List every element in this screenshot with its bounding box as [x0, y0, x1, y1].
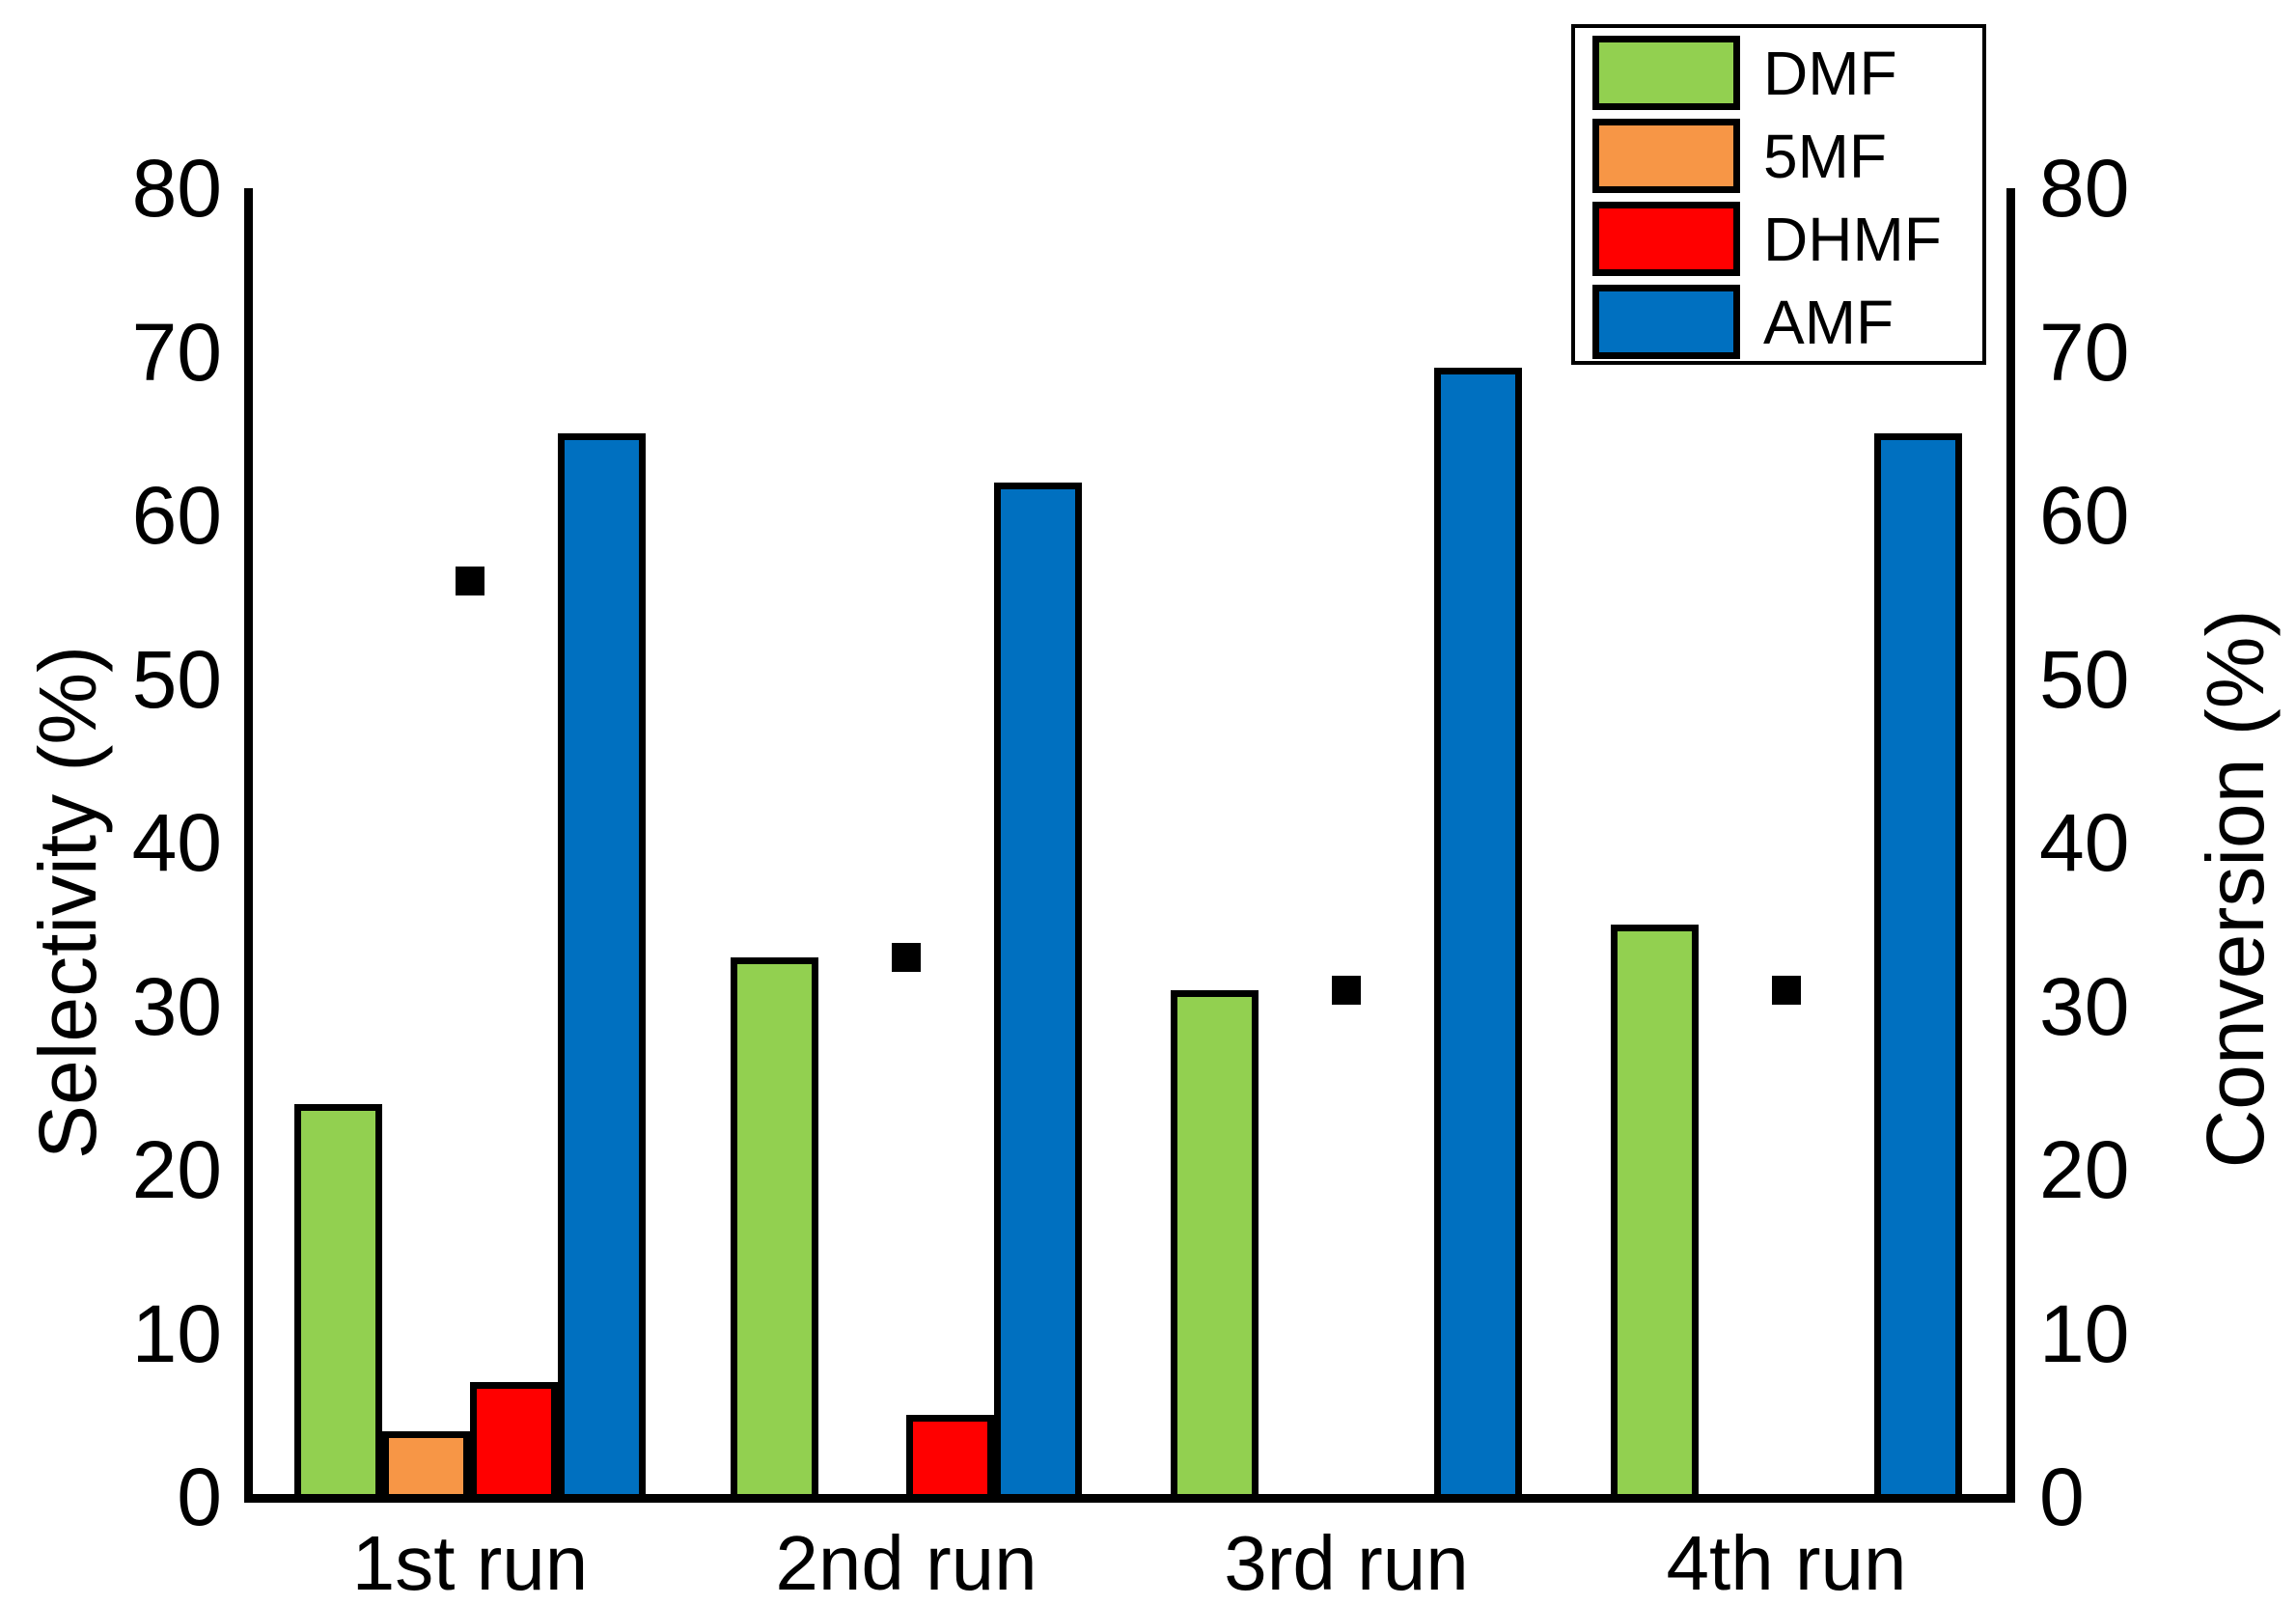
y-tick-left-40: 40: [131, 797, 222, 888]
y-tick-left-0: 0: [177, 1452, 222, 1542]
y-tick-right-70: 70: [2039, 306, 2130, 398]
legend-label-amf: AMF: [1763, 287, 1895, 357]
legend-item-dhmf: DHMF: [1592, 202, 1982, 276]
legend-label-5mf: 5MF: [1763, 121, 1887, 191]
bar-dmf-3rd-run: [1171, 989, 1259, 1501]
legend-item-amf: AMF: [1592, 285, 1982, 359]
x-tick-1st-run: 1st run: [351, 1520, 589, 1605]
legend-swatch-5mf: [1592, 119, 1740, 193]
y-tick-right-50: 50: [2039, 633, 2130, 725]
conversion-marker-3rd-run: [1332, 975, 1361, 1005]
y-axis-title-right: Conversion (%): [2190, 609, 2281, 1169]
legend: DMF 5MF DHMF AMF: [1571, 24, 1986, 365]
conversion-marker-4th-run: [1772, 975, 1801, 1005]
legend-swatch-dhmf: [1592, 202, 1740, 276]
legend-item-5mf: 5MF: [1592, 119, 1982, 193]
bar-dmf-1st-run: [294, 1104, 382, 1501]
y-tick-left-30: 30: [131, 960, 222, 1052]
y-tick-left-70: 70: [131, 306, 222, 398]
y-tick-right-80: 80: [2039, 143, 2130, 234]
y-tick-right-10: 10: [2039, 1287, 2130, 1379]
bar-dhmf-2nd-run: [906, 1415, 994, 1501]
y-tick-right-20: 20: [2039, 1124, 2130, 1215]
y-tick-left-20: 20: [131, 1124, 222, 1215]
bar-dhmf-1st-run: [470, 1382, 558, 1501]
y-tick-left-60: 60: [131, 470, 222, 561]
y-tick-left-10: 10: [131, 1287, 222, 1379]
legend-swatch-dmf: [1592, 36, 1740, 110]
y-tick-left-80: 80: [131, 143, 222, 234]
bar-amf-1st-run: [558, 433, 646, 1501]
bar-5mf-1st-run: [382, 1431, 470, 1501]
bar-dmf-2nd-run: [731, 956, 818, 1501]
y-tick-right-30: 30: [2039, 960, 2130, 1052]
bar-amf-2nd-run: [994, 483, 1082, 1501]
legend-item-dmf: DMF: [1592, 36, 1982, 110]
conversion-marker-1st-run: [456, 566, 484, 595]
conversion-marker-2nd-run: [892, 942, 921, 972]
bar-amf-4th-run: [1874, 433, 1962, 1501]
x-axis-line: [244, 1494, 2015, 1503]
y-tick-right-40: 40: [2039, 797, 2130, 888]
y-tick-right-0: 0: [2039, 1452, 2085, 1542]
x-tick-2nd-run: 2nd run: [775, 1520, 1037, 1605]
y-tick-right-60: 60: [2039, 470, 2130, 561]
x-tick-4th-run: 4th run: [1666, 1520, 1907, 1605]
y-axis-right-line: [2006, 188, 2015, 1503]
x-tick-3rd-run: 3rd run: [1224, 1520, 1469, 1605]
bar-dmf-4th-run: [1611, 924, 1699, 1501]
bar-amf-3rd-run: [1434, 368, 1522, 1501]
y-tick-left-50: 50: [131, 633, 222, 725]
legend-label-dhmf: DHMF: [1763, 204, 1942, 274]
y-axis-title-left: Selectivity (%): [22, 645, 113, 1160]
legend-label-dmf: DMF: [1763, 38, 1897, 108]
legend-swatch-amf: [1592, 285, 1740, 359]
y-axis-left-line: [244, 188, 253, 1503]
